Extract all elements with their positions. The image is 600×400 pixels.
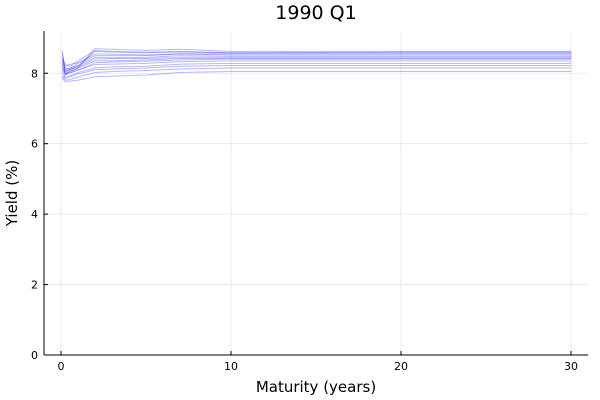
y-tick-label-2: 4 bbox=[31, 208, 38, 221]
series-line-13 bbox=[61, 58, 572, 74]
x-tick-label-2: 20 bbox=[394, 360, 408, 373]
series-line-9 bbox=[61, 71, 572, 83]
series-line-5 bbox=[61, 60, 572, 76]
x-tick-label-0: 0 bbox=[58, 360, 65, 373]
series-line-3 bbox=[61, 55, 572, 71]
ticks: 0 10 20 30 0 2 4 6 8 bbox=[31, 67, 578, 373]
series-line-8 bbox=[61, 67, 572, 81]
y-tick-label-0: 0 bbox=[31, 349, 38, 362]
axes bbox=[43, 31, 588, 356]
y-axis-label: Yield (%) bbox=[3, 160, 21, 227]
series-line-11 bbox=[61, 53, 572, 70]
series-line-10 bbox=[61, 49, 572, 67]
y-tick-label-1: 2 bbox=[31, 279, 38, 292]
y-tick-label-4: 8 bbox=[31, 67, 38, 80]
series-line-6 bbox=[61, 62, 572, 78]
x-tick-label-3: 30 bbox=[564, 360, 578, 373]
series-line-4 bbox=[61, 57, 572, 74]
grid bbox=[44, 31, 588, 356]
y-tick-label-3: 6 bbox=[31, 138, 38, 151]
series-line-2 bbox=[61, 53, 572, 67]
series-line-1 bbox=[61, 50, 572, 72]
chart-title: 1990 Q1 bbox=[275, 2, 356, 24]
series-line-0 bbox=[61, 48, 572, 76]
series-line-12 bbox=[61, 56, 572, 72]
x-axis-label: Maturity (years) bbox=[256, 378, 376, 396]
series-line-7 bbox=[61, 65, 572, 80]
x-tick-label-1: 10 bbox=[224, 360, 238, 373]
series-lines bbox=[61, 48, 572, 83]
